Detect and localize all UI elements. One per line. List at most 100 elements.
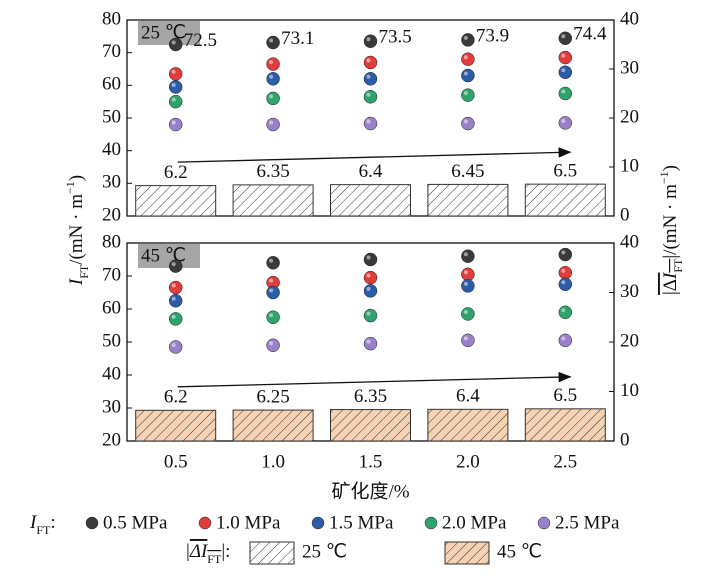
point [558,31,573,46]
point-highlight [366,339,371,344]
label-part: I [66,277,87,286]
legend-prefix: |ΔIFT|: [186,541,230,565]
legend-label: 45 ℃ [497,541,542,562]
point [168,94,183,109]
y2-tick-label: 0 [620,429,630,450]
point-highlight [561,68,566,73]
label-part: FT [207,552,222,566]
label-part: | [186,541,190,562]
point [266,35,280,50]
point [461,333,475,348]
label-part: |/(mN · m [660,184,681,259]
point [168,37,183,52]
point [461,88,475,102]
point-highlight [366,37,371,42]
point [461,116,475,131]
point-highlight [171,314,176,319]
bar-value-label: 6.4 [456,386,480,407]
point-highlight [269,341,274,346]
point [266,256,280,270]
point-highlight [366,273,371,278]
bar-value-label: 6.5 [553,385,577,406]
label-part: −1 [63,181,77,194]
point-value-label: 73.9 [476,25,509,46]
label-part: ) [660,165,681,171]
point [363,116,378,131]
point-highlight [171,82,176,87]
point [558,86,573,101]
y2-tick-label: 30 [620,281,639,302]
point [266,338,280,353]
legend-label: 2.5 MPa [555,512,620,533]
y2-tick-label: 0 [620,204,630,225]
label-part: I [29,512,38,533]
point-highlight [269,313,274,318]
point [266,72,280,86]
point-highlight [463,35,468,40]
point-highlight [171,342,176,347]
label-part: ΔI [189,541,209,562]
y-tick-label: 30 [102,172,121,193]
label-part: |Δ [660,279,681,295]
point-highlight [171,296,176,301]
point-highlight [561,336,566,341]
point-highlight [366,286,371,291]
y-tick-label: 80 [102,8,121,29]
point [363,336,378,351]
point-highlight [269,94,274,99]
point-highlight [463,119,468,124]
y2-axis-title: |ΔIFT|/(mN · m−1) [657,165,685,295]
y-axis-title: IFT/(mN · m−1) [63,175,91,286]
point [266,310,280,324]
point-highlight [269,74,274,79]
y-tick-label: 50 [102,106,121,127]
legend-label: 2.0 MPa [442,512,507,533]
x-tick-label: 1.5 [359,451,383,472]
y2-tick-label: 30 [620,57,639,78]
label-part: −1 [657,171,671,184]
bar-value-label: 6.5 [553,161,577,182]
y-tick-label: 40 [102,363,121,384]
point-highlight [269,38,274,43]
point-highlight [366,58,371,63]
point [168,294,183,308]
point-highlight [269,288,274,293]
point [461,249,475,263]
point [461,52,475,66]
point [461,267,475,282]
point-highlight [561,250,566,255]
trend-arrow [177,371,572,388]
bar-value-label: 6.25 [256,386,289,407]
bar-value-label: 6.2 [164,387,188,408]
point-highlight [561,268,566,273]
y2-tick-label: 40 [620,231,639,252]
point [168,312,183,326]
point [363,90,378,104]
legend-prefix: IFT: [29,512,56,536]
bar-value-label: 6.35 [354,386,387,407]
point [168,280,183,295]
point-highlight [269,278,274,283]
label-part: FT [36,523,51,537]
legend-marker [85,516,99,530]
y2-tick-label: 20 [620,106,639,127]
point-highlight [269,60,274,65]
point [558,50,573,65]
point-highlight [561,280,566,285]
point-highlight [561,53,566,58]
point [363,252,378,267]
point-highlight [463,55,468,60]
y-tick-label: 70 [102,264,121,285]
point [266,117,280,132]
point-value-label: 73.5 [379,27,412,48]
legend-marker [424,516,438,530]
point [558,333,573,348]
bar [135,409,217,442]
point [558,277,573,291]
point [266,91,280,106]
x-axis-title: 矿化度/% [331,480,409,502]
point-highlight [171,120,176,125]
bar [524,408,606,442]
point-highlight [366,119,371,124]
x-tick-label: 2.5 [553,451,577,472]
